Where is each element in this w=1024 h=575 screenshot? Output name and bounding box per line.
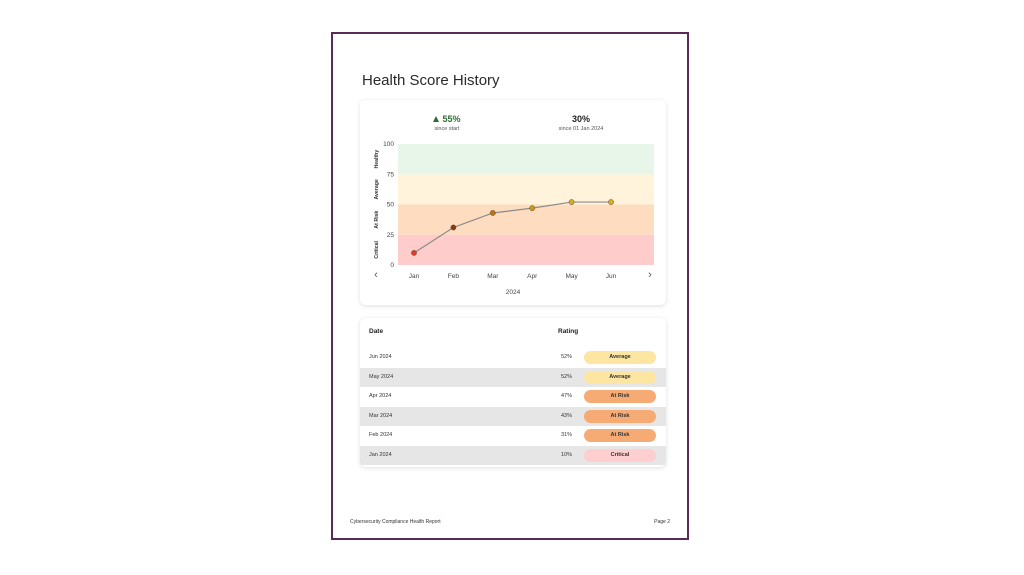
x-tick-label: Mar bbox=[487, 273, 499, 280]
trend-up-icon bbox=[433, 116, 440, 122]
cell-score: 31% bbox=[560, 432, 572, 438]
cell-score: 52% bbox=[560, 373, 572, 380]
report-page: Health Score History 55% since start 30%… bbox=[331, 32, 689, 540]
table-header-date: Date bbox=[369, 328, 384, 335]
stat-since-start-value: 55% bbox=[442, 114, 461, 124]
y-tick-label: 25 bbox=[387, 232, 395, 239]
cell-date: Feb 2024 bbox=[369, 432, 393, 438]
band-label-critical: Critical bbox=[374, 241, 380, 259]
rating-badge: Critical bbox=[584, 448, 656, 462]
band-average bbox=[398, 174, 654, 205]
cell-date: Jun 2024 bbox=[369, 354, 392, 360]
table-row: Feb 2024 31% At Risk bbox=[360, 426, 666, 446]
band-at-risk bbox=[398, 204, 654, 235]
data-point-apr[interactable] bbox=[529, 205, 536, 211]
rating-badge: Average bbox=[584, 351, 656, 364]
rating-badge: At Risk bbox=[584, 390, 656, 403]
band-label-at-risk: At Risk bbox=[374, 211, 380, 229]
table-row: Jan 2024 10% Critical bbox=[360, 445, 666, 465]
table-row: Jun 2024 52% Average bbox=[360, 348, 666, 368]
stat-since-start-caption: since start bbox=[434, 126, 460, 132]
cell-score: 43% bbox=[560, 412, 572, 419]
cell-date: Mar 2024 bbox=[369, 412, 393, 419]
cell-date: Jan 2024 bbox=[369, 451, 392, 458]
footer-page-number: Page 2 bbox=[654, 519, 670, 525]
y-tick-label: 0 bbox=[390, 262, 394, 269]
x-tick-label: Jun bbox=[606, 273, 617, 280]
band-healthy bbox=[398, 144, 654, 175]
table-row: Mar 2024 43% At Risk bbox=[360, 406, 666, 426]
stat-since-date-caption: since 01 Jan 2024 bbox=[558, 126, 604, 132]
table-row: Apr 2024 47% At Risk bbox=[360, 387, 666, 407]
page-title: Health Score History bbox=[362, 72, 500, 89]
band-label-healthy: Healthy bbox=[374, 150, 380, 169]
rating-table: Date Rating Jun 2024 52% Average May 2024 52… bbox=[360, 318, 666, 467]
data-point-mar[interactable] bbox=[489, 210, 496, 216]
cell-date: Apr 2024 bbox=[369, 393, 392, 399]
band-critical bbox=[398, 234, 654, 265]
cell-score: 10% bbox=[560, 451, 572, 458]
x-tick-label: Feb bbox=[448, 273, 460, 280]
stat-since-date: 30% since 01 Jan 2024 bbox=[526, 114, 636, 132]
chart-prev-button[interactable]: ‹ bbox=[374, 269, 378, 281]
data-point-jan[interactable] bbox=[411, 250, 417, 256]
x-tick-label: Apr bbox=[527, 273, 538, 280]
chart-next-button[interactable]: › bbox=[648, 269, 652, 281]
series-line bbox=[413, 201, 611, 254]
table-row: May 2024 52% Average bbox=[360, 367, 666, 387]
table-header-rating: Rating bbox=[558, 328, 579, 335]
stat-since-start: 55% since start bbox=[392, 114, 502, 132]
band-label-average: Average bbox=[374, 179, 380, 199]
rating-badge: Average bbox=[584, 370, 656, 384]
health-score-chart-card: 55% since start 30% since 01 Jan 2024 Cr… bbox=[360, 100, 666, 305]
cell-date: May 2024 bbox=[369, 373, 394, 380]
x-axis-label: 2024 bbox=[506, 289, 521, 296]
data-point-jun[interactable] bbox=[608, 199, 614, 205]
y-tick-label: 100 bbox=[383, 141, 394, 148]
y-tick-label: 50 bbox=[387, 202, 395, 209]
data-point-may[interactable] bbox=[568, 199, 575, 205]
stat-since-date-value: 30% bbox=[571, 114, 590, 124]
health-score-line-chart: Critical At Risk Average Healthy 0 25 50 75 100… bbox=[374, 141, 654, 296]
data-point-feb[interactable] bbox=[450, 224, 457, 231]
footer-report-name: Cybersecurity Compliance Health Report bbox=[350, 519, 441, 525]
x-tick-label: May bbox=[565, 273, 578, 280]
rating-badge: At Risk bbox=[584, 409, 656, 423]
x-tick-label: Jan bbox=[409, 273, 420, 280]
y-tick-label: 75 bbox=[387, 171, 395, 178]
cell-score: 47% bbox=[560, 393, 572, 399]
rating-badge: At Risk bbox=[584, 429, 656, 442]
cell-score: 52% bbox=[560, 354, 572, 360]
